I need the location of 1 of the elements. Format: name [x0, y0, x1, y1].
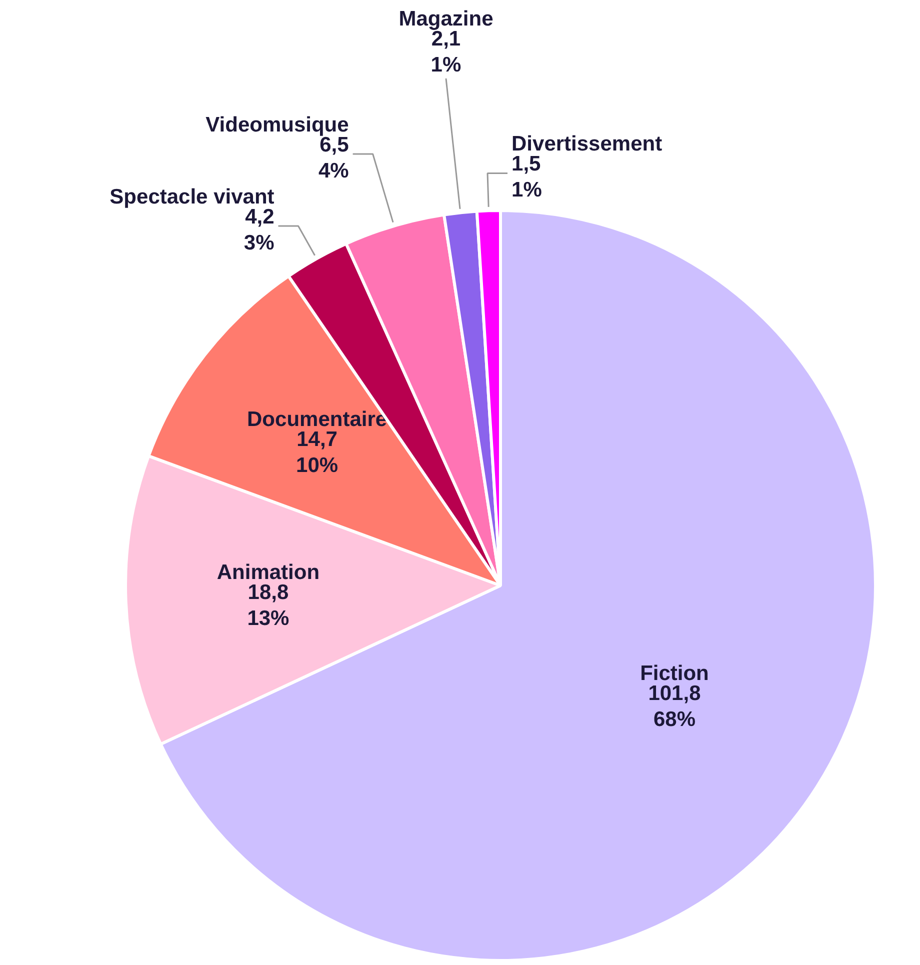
slice-label: Videomusique: [206, 113, 349, 136]
